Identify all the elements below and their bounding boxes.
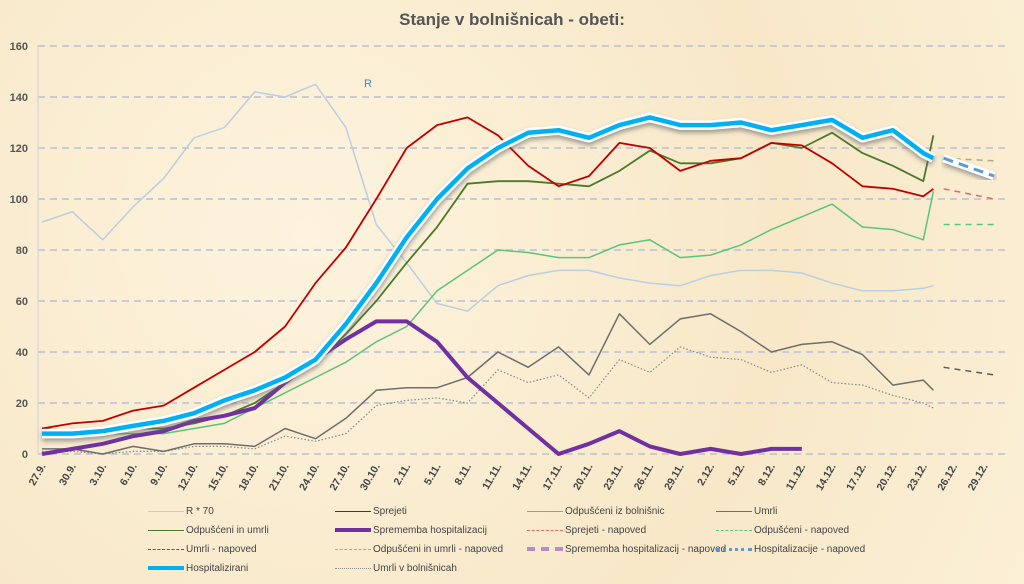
x-tick-label: 2.11.: [391, 461, 413, 487]
legend-label: Sprejeti: [373, 505, 407, 517]
r-annotation: R: [364, 78, 372, 90]
chart-title: Stanje v bolnišnicah - obeti:: [399, 10, 625, 29]
legend-label: Odpušćeni in umrli: [186, 524, 269, 536]
x-tick-label: 21.10.: [267, 461, 292, 492]
x-tick-label: 29.12.: [966, 461, 991, 492]
y-tick-label: 120: [10, 143, 28, 155]
legend-item-odpusceni-in-umrli: Odpušćeni in umrli: [148, 523, 269, 537]
x-tick-label: 11.12.: [784, 461, 809, 492]
series-hospitalizirani: [42, 115, 935, 436]
x-tick-label: 27.9.: [27, 461, 49, 487]
x-tick-label: 9.10.: [148, 461, 170, 487]
legend-label: Odpušćeni in umrli - napoved: [373, 543, 504, 555]
legend-item-umrli-napoved: Umrli - napoved: [148, 542, 257, 556]
legend-swatch: [148, 510, 184, 512]
series-sprememba-hospitalizacij: [41, 319, 802, 456]
legend-swatch: [148, 566, 184, 570]
legend-label: Hospitalizirani: [186, 562, 249, 574]
legend-item-sprejeti: Sprejeti: [335, 504, 407, 518]
legend-item-umrli: Umrli: [716, 504, 777, 518]
forecast-umrli-napoved: [943, 366, 995, 376]
legend-swatch: [716, 529, 752, 531]
legend-item-r-70: R * 70: [148, 504, 214, 518]
legend-swatch: [527, 529, 563, 531]
x-tick-label: 27.10.: [328, 461, 353, 492]
x-tick-label: 8.11.: [452, 461, 474, 487]
legend-label: Umrli: [754, 505, 778, 517]
y-tick-label: 0: [22, 449, 28, 461]
legend-swatch: [148, 548, 184, 550]
legend-label: Sprememba hospitalizacij: [373, 524, 487, 536]
series-umrli-v-bolnisnicah: [42, 346, 934, 455]
forecast-hospitalizacije-napoved: [943, 156, 995, 178]
x-tick-label: 5.12.: [725, 461, 747, 487]
y-tick-label: 20: [16, 398, 28, 410]
y-tick-label: 60: [16, 296, 28, 308]
x-tick-label: 30.10.: [358, 461, 383, 492]
forecast-sprejeti-napoved: [943, 188, 995, 200]
legend-item-odpusceni-iz-bolnisnic: Odpušćeni iz bolnišnic: [527, 504, 665, 518]
legend-swatch: [335, 548, 371, 550]
legend-item-umrli-v-bolnisnicah: Umrli v bolnišnicah: [335, 561, 457, 575]
x-tick-label: 29.11.: [662, 461, 687, 492]
y-tick-label: 100: [10, 194, 28, 206]
series-hospitalizirani-glow: [42, 112, 936, 439]
legend-swatch: [716, 510, 752, 512]
series-odpusceni-in-umrli: [41, 131, 935, 432]
legend-swatch: [335, 567, 371, 569]
y-tick-label: 140: [10, 92, 28, 104]
x-tick-label: 3.10.: [87, 461, 109, 487]
x-tick-label: 30.9.: [57, 461, 79, 487]
legend-label: Sprememba hospitalizacij - napoved: [565, 543, 727, 555]
legend-swatch: [335, 528, 371, 532]
legend-item-odpusceni-in-umrli-napoved: Odpušćeni in umrli - napoved: [335, 542, 503, 556]
series-r-70: [41, 83, 934, 312]
series-umrli: [42, 313, 934, 455]
legend-item-odpusceni-napoved: Odpušćeni - napoved: [716, 523, 849, 537]
x-tick-label: 14.11.: [510, 461, 535, 492]
x-tick-label: 5.11.: [422, 461, 444, 487]
legend-item-sprememba-hospitalizacij: Sprememba hospitalizacij: [335, 523, 487, 537]
x-tick-label: 6.10.: [118, 461, 140, 487]
x-tick-label: 17.12.: [844, 461, 869, 492]
forecast-odpusceni-in-umrli-napoved: [943, 157, 995, 162]
legend-label: Sprejeti - napoved: [565, 524, 647, 536]
legend-swatch: [335, 510, 371, 512]
x-tick-label: 24.10.: [297, 461, 322, 492]
x-tick-label: 26.12.: [935, 461, 960, 492]
x-tick-label: 11.11.: [480, 461, 504, 491]
x-tick-label: 17.11.: [541, 461, 566, 492]
legend-swatch: [148, 529, 184, 531]
legend-swatch: [527, 547, 563, 551]
x-tick-label: 14.12.: [814, 461, 839, 492]
x-tick-label: 26.11.: [632, 461, 657, 492]
x-tick-label: 2.12.: [695, 461, 717, 487]
legend-label: Umrli - napoved: [186, 543, 257, 555]
series-odpusceni-iz-bolnisnic: [42, 191, 935, 435]
legend-label: Umrli v bolnišnicah: [373, 562, 457, 574]
legend-label: R * 70: [186, 505, 214, 517]
x-tick-label: 8.12.: [756, 461, 778, 487]
legend-label: Odpušćeni - napoved: [754, 524, 850, 536]
legend-label: Hospitalizacije - napoved: [754, 543, 866, 555]
x-tick-label: 15.10.: [206, 461, 231, 492]
legend-swatch: [527, 510, 563, 512]
x-tick-label: 20.11.: [571, 461, 596, 492]
x-tick-label: 23.12.: [905, 461, 930, 492]
legend-swatch: [716, 547, 752, 551]
series-sprejeti: [41, 116, 934, 430]
y-tick-label: 160: [10, 41, 28, 53]
legend-item-hospitalizacije-napoved: Hospitalizacije - napoved: [716, 542, 865, 556]
x-tick-label: 18.10.: [236, 461, 261, 492]
y-tick-label: 40: [16, 347, 28, 359]
legend-label: Odpušćeni iz bolnišnic: [565, 505, 665, 517]
y-tick-label: 80: [16, 245, 28, 257]
x-tick-label: 20.12.: [875, 461, 900, 492]
x-tick-label: 12.10.: [176, 461, 201, 492]
legend-item-sprememba-hospitalizacij-napoved: Sprememba hospitalizacij - napoved: [527, 542, 726, 556]
legend-item-sprejeti-napoved: Sprejeti - napoved: [527, 523, 646, 537]
x-tick-label: 23.11.: [601, 461, 626, 492]
legend-item-hospitalizirani: Hospitalizirani: [148, 561, 248, 575]
